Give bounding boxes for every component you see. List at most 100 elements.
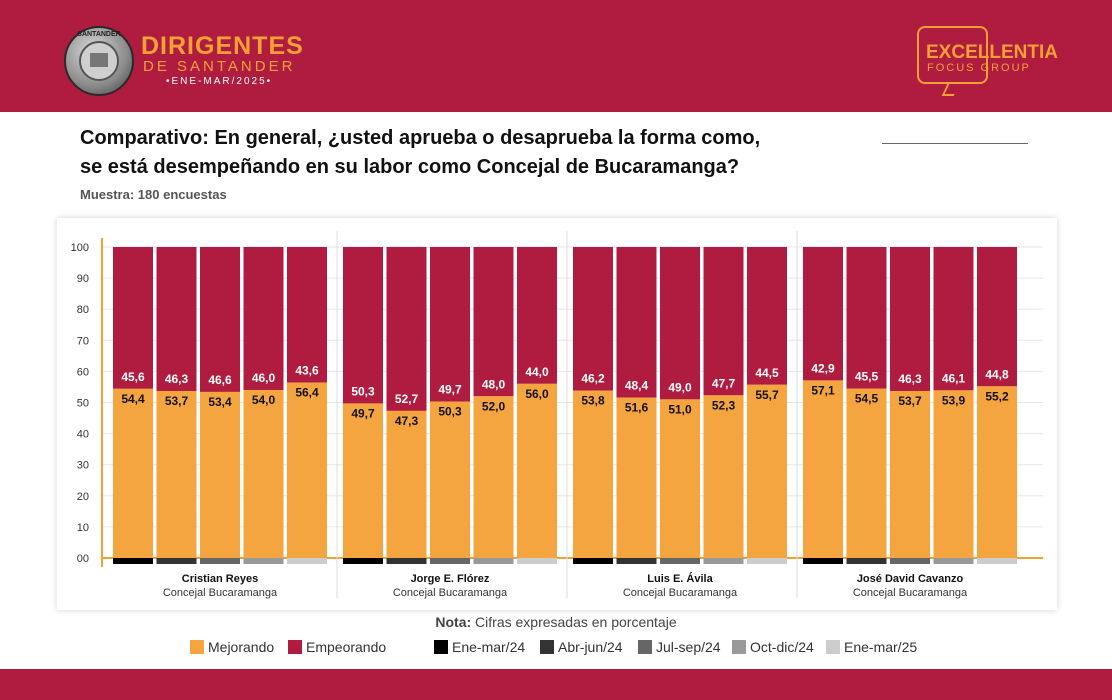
empeorando-bar <box>200 247 240 392</box>
period-marker <box>846 558 887 564</box>
legend-period-2-label: Abr-jun/24 <box>558 639 623 655</box>
period-marker <box>890 558 930 564</box>
y-tick-label: 70 <box>77 335 89 347</box>
footer-banner <box>0 669 1112 700</box>
empeorando-bar <box>156 247 197 391</box>
empeorando-bar <box>747 247 787 385</box>
legend-period-5-label: Ene-mar/25 <box>844 639 918 655</box>
group-name: José David Cavanzo <box>857 573 964 585</box>
mejorando-bar <box>660 399 700 558</box>
period-marker <box>747 558 787 564</box>
group-subtitle: Concejal Bucaramanga <box>623 587 738 599</box>
y-tick-label: 90 <box>77 273 89 285</box>
mejorando-bar <box>287 382 327 558</box>
period-marker <box>977 558 1017 564</box>
empeorando-bar <box>703 247 744 396</box>
period-4-swatch <box>732 640 746 654</box>
period-marker <box>113 558 153 564</box>
mejorando-bar <box>933 390 974 558</box>
empeorando-data-label: 46,6 <box>208 373 232 387</box>
mejorando-data-label: 47,3 <box>395 414 419 428</box>
empeorando-data-label: 43,6 <box>295 364 319 378</box>
empeorando-data-label: 48,0 <box>482 377 506 391</box>
legend-mejorando: Mejorando <box>190 639 274 655</box>
group-name: Luis E. Ávila <box>647 572 713 585</box>
empeorando-data-label: 44,8 <box>985 367 1009 381</box>
brand-title: DIRIGENTES <box>141 32 304 60</box>
mejorando-data-label: 52,3 <box>712 398 736 412</box>
period-marker <box>200 558 240 564</box>
mejorando-data-label: 53,8 <box>581 394 605 408</box>
empeorando-bar <box>977 247 1017 387</box>
mejorando-swatch <box>190 640 204 654</box>
sample-size: Muestra: 180 encuestas <box>80 187 227 202</box>
legend-period-2: Abr-jun/24 <box>540 639 623 655</box>
question-line2: se está desempeñando en su labor como Co… <box>80 156 740 178</box>
period-marker <box>660 558 700 564</box>
mejorando-data-label: 53,7 <box>898 394 922 408</box>
empeorando-bar <box>473 247 514 397</box>
mejorando-data-label: 51,0 <box>668 402 692 416</box>
note: Nota: Cifras expresadas en porcentaje <box>0 614 1112 630</box>
legend-period-1-label: Ene-mar/24 <box>452 639 526 655</box>
mejorando-bar <box>517 383 557 558</box>
period-marker <box>156 558 197 564</box>
legend-period-5: Ene-mar/25 <box>826 639 917 655</box>
mejorando-data-label: 51,6 <box>625 401 649 415</box>
period-marker <box>473 558 514 564</box>
period-marker <box>803 558 843 564</box>
empeorando-data-label: 45,6 <box>121 370 145 384</box>
empeorando-swatch <box>288 640 302 654</box>
legend-period-4-label: Oct-dic/24 <box>750 639 814 655</box>
mejorando-bar <box>573 390 613 558</box>
empeorando-bar <box>430 247 470 402</box>
mejorando-data-label: 54,4 <box>121 392 145 406</box>
empeorando-data-label: 49,0 <box>668 380 692 394</box>
empeorando-data-label: 46,3 <box>165 372 189 386</box>
mejorando-bar <box>616 397 657 558</box>
logo-line2: FOCUS GROUP <box>927 62 1031 74</box>
empeorando-bar <box>113 247 153 389</box>
building-icon <box>90 53 108 67</box>
empeorando-bar <box>846 247 887 389</box>
note-text: Cifras expresadas en porcentaje <box>475 614 677 630</box>
period-marker <box>703 558 744 564</box>
empeorando-data-label: 47,7 <box>712 376 736 390</box>
mejorando-bar <box>803 380 843 558</box>
period-marker <box>343 558 383 564</box>
mejorando-data-label: 55,7 <box>755 388 779 402</box>
empeorando-data-label: 45,5 <box>855 370 879 384</box>
empeorando-bar <box>660 247 700 400</box>
header-banner: SANTANDER DIRIGENTES DE SANTANDER •ENE-M… <box>0 0 1112 112</box>
legend-period-3-label: Jul-sep/24 <box>656 639 721 655</box>
mejorando-data-label: 52,0 <box>482 399 506 413</box>
legend-period-1: Ene-mar/24 <box>434 639 525 655</box>
period-marker <box>933 558 974 564</box>
chart: 00 10 20 30 40 50 60 70 80 90 100 45,6 54,4 46,3 53,7 4… <box>71 231 1043 599</box>
y-tick-label: 00 <box>77 553 89 565</box>
empeorando-bar <box>517 247 557 384</box>
mejorando-data-label: 54,5 <box>855 392 879 406</box>
empeorando-data-label: 46,3 <box>898 372 922 386</box>
speech-bubble-logo <box>917 26 988 84</box>
logo-line1: EXCELLENTIA <box>926 42 1058 63</box>
period-marker <box>517 558 557 564</box>
group-name: Jorge E. Flórez <box>411 573 490 585</box>
empeorando-bar <box>890 247 930 391</box>
period-marker <box>573 558 613 564</box>
mejorando-bar <box>343 403 383 558</box>
y-tick-label: 100 <box>71 242 89 254</box>
mejorando-data-label: 57,1 <box>811 383 835 397</box>
mejorando-bar <box>156 390 197 558</box>
empeorando-data-label: 46,2 <box>581 372 605 386</box>
mejorando-bar <box>747 384 787 558</box>
empeorando-bar <box>803 247 843 381</box>
mejorando-data-label: 53,7 <box>165 394 189 408</box>
empeorando-data-label: 48,4 <box>625 379 649 393</box>
mejorando-bar <box>473 396 514 558</box>
legend-period-4: Oct-dic/24 <box>732 639 814 655</box>
seal-logo: SANTANDER <box>64 26 134 96</box>
mejorando-data-label: 56,0 <box>525 387 549 401</box>
period-marker <box>287 558 327 564</box>
group-subtitle: Concejal Bucaramanga <box>163 587 278 599</box>
